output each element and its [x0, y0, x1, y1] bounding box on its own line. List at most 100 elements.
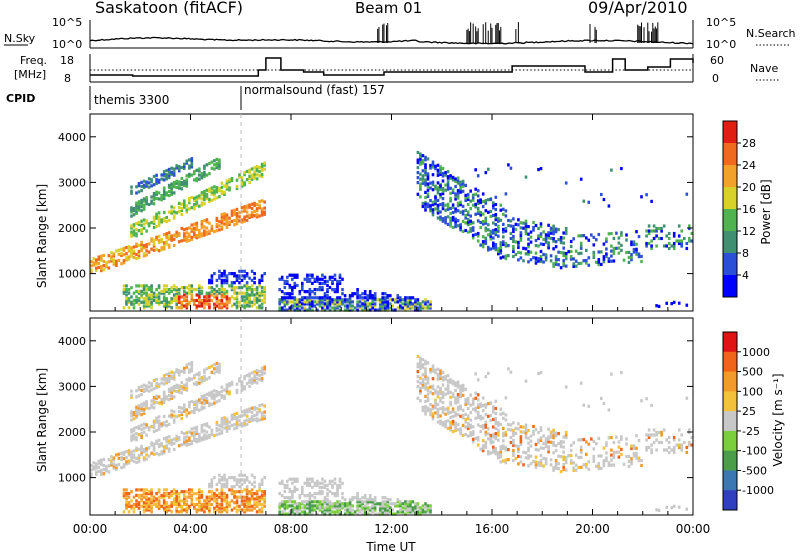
sky-top-tick: 10^5: [52, 16, 82, 29]
power-cell: [145, 184, 148, 188]
power-cell: [170, 286, 173, 290]
power-cell: [592, 253, 596, 257]
power-cell: [587, 200, 591, 204]
velocity-cell: [303, 494, 307, 498]
power-cell: [162, 295, 166, 299]
velocity-cell: [389, 498, 392, 502]
velocity-cell: [328, 512, 332, 516]
power-cell: [487, 228, 490, 232]
power-cell: [278, 298, 281, 302]
power-cell: [243, 291, 246, 295]
velocity-cell: [208, 495, 211, 499]
velocity-cell: [147, 454, 151, 458]
power-cell: [358, 306, 362, 310]
power-cell: [605, 247, 608, 251]
power-cell: [230, 295, 234, 299]
velocity-cell: [127, 495, 131, 499]
velocity-cell: [487, 371, 490, 375]
power-cell: [401, 306, 405, 310]
velocity-cell: [245, 422, 249, 426]
velocity-cell: [439, 391, 442, 396]
colorbar-segment: [723, 490, 737, 511]
power-cell: [519, 256, 523, 260]
velocity-cell: [318, 492, 322, 496]
velocity-cell: [147, 385, 151, 389]
power-cell: [165, 297, 168, 301]
power-cell: [326, 290, 329, 294]
velocity-cell: [429, 504, 432, 508]
power-cell: [185, 295, 189, 299]
velocity-cell: [228, 382, 231, 386]
power-cell: [152, 174, 156, 179]
power-cell: [145, 300, 148, 304]
power-cell: [150, 293, 153, 297]
power-cell: [190, 195, 194, 200]
velocity-cell: [439, 396, 442, 401]
velocity-cell: [451, 429, 455, 434]
power-cell: [280, 290, 284, 294]
velocity-cell: [429, 408, 432, 412]
power-cell: [396, 300, 400, 304]
velocity-cell: [95, 462, 98, 466]
power-cell: [298, 302, 302, 306]
velocity-cell: [177, 444, 181, 448]
power-cell: [381, 304, 384, 308]
power-cell: [512, 249, 515, 254]
freq-label-1: Freq.: [20, 54, 47, 67]
power-cell: [95, 260, 98, 264]
power-cell: [436, 188, 440, 192]
power-cell: [431, 183, 435, 187]
velocity-cell: [436, 395, 440, 399]
velocity-cell: [449, 395, 452, 399]
velocity-cell: [145, 433, 148, 437]
velocity-cell: [145, 400, 148, 404]
velocity-cell: [512, 443, 515, 448]
power-cell: [459, 228, 462, 232]
velocity-cell: [147, 389, 151, 393]
velocity-cell: [404, 508, 407, 512]
power-cell: [399, 300, 402, 304]
velocity-cell: [306, 483, 309, 487]
power-cell: [280, 308, 284, 312]
velocity-cell: [321, 489, 324, 494]
power-cell: [512, 247, 515, 251]
velocity-cell: [245, 508, 249, 512]
power-cell: [162, 210, 166, 215]
power-cell: [368, 304, 372, 308]
power-cell: [348, 298, 352, 302]
velocity-cell: [260, 480, 264, 484]
velocity-cell: [215, 482, 219, 486]
velocity-cell: [170, 390, 173, 394]
velocity-cell: [291, 504, 294, 508]
power-cell: [625, 238, 628, 242]
power-cell: [250, 212, 254, 217]
velocity-cell: [507, 448, 510, 452]
power-cell: [645, 241, 648, 246]
velocity-cell: [494, 432, 498, 436]
velocity-cell: [185, 408, 189, 412]
power-cell: [434, 187, 437, 191]
velocity-cell: [316, 492, 319, 496]
velocity-cell: [250, 504, 254, 508]
power-cell: [635, 250, 638, 254]
velocity-cell: [434, 371, 437, 375]
power-cell: [250, 278, 254, 282]
power-cell: [484, 199, 488, 203]
power-cell: [100, 258, 103, 262]
power-cell: [426, 300, 430, 304]
power-cell: [130, 230, 133, 234]
power-cell: [474, 192, 477, 196]
power-cell: [170, 170, 173, 174]
power-cell: [208, 197, 211, 201]
velocity-cell: [454, 411, 457, 415]
power-cell: [446, 185, 450, 189]
power-cell: [97, 255, 101, 259]
power-cell: [258, 298, 261, 303]
power-cell: [336, 304, 339, 308]
velocity-cell: [125, 462, 128, 466]
velocity-cell: [416, 504, 420, 508]
velocity-cell: [253, 418, 256, 422]
power-cell: [637, 252, 641, 256]
power-cell: [155, 192, 158, 196]
power-cell: [250, 215, 254, 219]
